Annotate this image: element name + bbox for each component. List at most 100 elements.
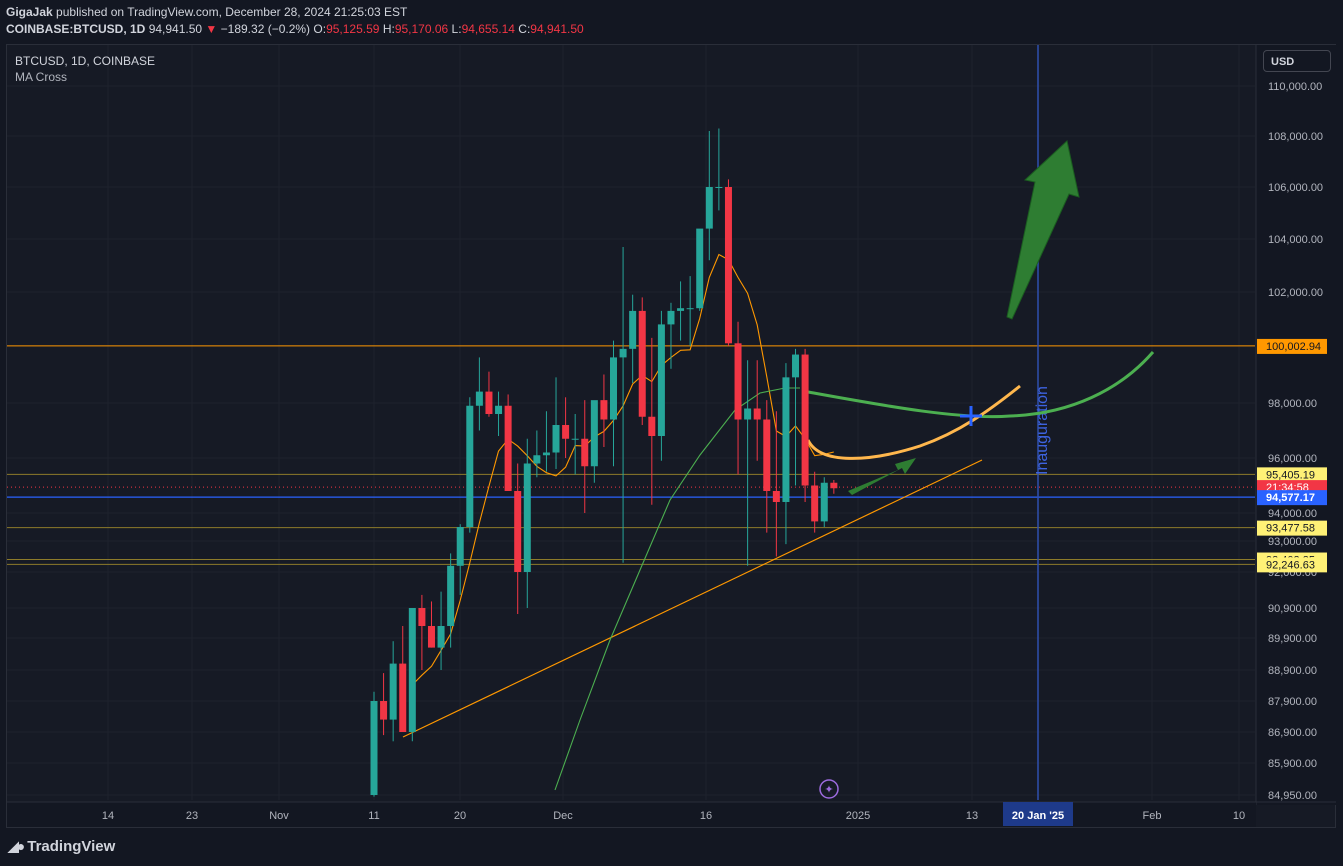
price-tick-label: 86,900.00 bbox=[1268, 727, 1317, 739]
candle-body bbox=[399, 663, 407, 732]
price-tick-label: 84,950.00 bbox=[1268, 790, 1317, 802]
time-tick-label: Dec bbox=[553, 810, 573, 822]
candle-body bbox=[686, 308, 694, 310]
candle-body bbox=[380, 701, 388, 720]
price-label-text: 92,246.63 bbox=[1266, 559, 1315, 571]
header-bar: GigaJak published on TradingView.com, De… bbox=[0, 0, 1343, 42]
price-tick-label: 85,900.00 bbox=[1268, 758, 1317, 770]
close-value: 94,941.50 bbox=[530, 22, 584, 36]
events-star-icon: ✦ bbox=[824, 784, 833, 796]
change-value: −189.32 (−0.2%) bbox=[220, 22, 311, 36]
big-green-arrow bbox=[1006, 140, 1080, 320]
candle-body bbox=[495, 405, 503, 414]
price-tick-label: 98,000.00 bbox=[1268, 398, 1317, 410]
candle-body bbox=[657, 324, 665, 436]
candle-body bbox=[466, 405, 474, 527]
projected-green-curve bbox=[807, 351, 1155, 419]
indicator-legend[interactable]: MA Cross bbox=[15, 70, 68, 84]
low-value: 94,655.14 bbox=[461, 22, 515, 36]
footer-bar bbox=[0, 830, 1343, 866]
price-label-box bbox=[1257, 520, 1327, 536]
candle-body bbox=[600, 400, 608, 420]
inauguration-label: Inauguration bbox=[1034, 386, 1051, 475]
candle-body bbox=[667, 310, 675, 325]
tradingview-logo-icon: ◢● bbox=[8, 838, 25, 854]
candle-body bbox=[552, 425, 560, 453]
candle-body bbox=[801, 354, 809, 486]
candle-body bbox=[629, 310, 637, 349]
time-tick-label: 20 Jan '25 bbox=[1012, 810, 1064, 822]
symbol-label: COINBASE:BTCUSD, 1D bbox=[6, 22, 146, 36]
support-trendline bbox=[402, 459, 983, 738]
candle-body bbox=[677, 308, 685, 311]
projected-orange-curve bbox=[806, 384, 1021, 460]
candle-body bbox=[724, 187, 732, 344]
candle-body bbox=[610, 357, 617, 420]
candle-body bbox=[734, 343, 742, 420]
price-label-box bbox=[1257, 338, 1327, 354]
brand-name: TradingView bbox=[27, 838, 116, 855]
candle-body bbox=[782, 377, 790, 502]
price-tick-label: 87,900.00 bbox=[1268, 696, 1317, 708]
candle-body bbox=[811, 485, 819, 522]
tradingview-logo[interactable]: ◢● TradingView bbox=[8, 838, 115, 855]
currency-button[interactable]: USD bbox=[1263, 50, 1331, 72]
candle-body bbox=[830, 482, 838, 489]
candle-body bbox=[648, 416, 656, 436]
price-tick-label: 102,000.00 bbox=[1268, 287, 1323, 299]
candle-body bbox=[456, 527, 464, 566]
candle-body bbox=[562, 425, 570, 439]
price-label-box bbox=[1257, 557, 1327, 573]
price-tick-label: 104,000.00 bbox=[1268, 234, 1323, 246]
ma-slow-line bbox=[554, 387, 800, 791]
candle-body bbox=[408, 608, 416, 732]
current-date-highlight bbox=[1003, 802, 1073, 826]
price-label-box bbox=[1257, 490, 1327, 506]
price-label-box bbox=[1257, 467, 1327, 483]
chart-pane[interactable] bbox=[6, 44, 1336, 828]
candle-body bbox=[504, 405, 512, 491]
price-tick-label: 106,000.00 bbox=[1268, 182, 1323, 194]
open-label: O: bbox=[313, 22, 327, 36]
time-tick-label: 16 bbox=[700, 810, 712, 822]
candle-body bbox=[590, 400, 598, 467]
price-tick-label: 96,000.00 bbox=[1268, 453, 1317, 465]
price-axis-background bbox=[1256, 45, 1336, 805]
candle-body bbox=[475, 391, 483, 406]
candle-body bbox=[763, 419, 771, 491]
candle-body bbox=[619, 348, 627, 358]
candle-body bbox=[571, 438, 579, 440]
time-tick-label: 11 bbox=[368, 810, 379, 822]
price-axis: 110,000.00 108,000.00 106,000.00 104,000.00… bbox=[1255, 45, 1336, 805]
price-tick-label: 94,000.00 bbox=[1268, 508, 1317, 520]
candle-body bbox=[523, 463, 531, 572]
price-label-text: 93,477.58 bbox=[1266, 523, 1315, 535]
time-tick-label: 2025 bbox=[846, 810, 870, 822]
candle-body bbox=[542, 452, 550, 456]
ohlc-line: COINBASE:BTCUSD, 1D 94,941.50 ▼ −189.32 … bbox=[6, 22, 584, 36]
candle-body bbox=[705, 187, 713, 229]
candle-body bbox=[437, 626, 445, 648]
candle-body bbox=[447, 565, 455, 626]
price-tick-label: 89,900.00 bbox=[1268, 633, 1317, 645]
price-label-text: 94,577.17 bbox=[1266, 492, 1315, 504]
candle-body bbox=[744, 408, 752, 420]
author-name[interactable]: GigaJak bbox=[6, 5, 53, 19]
high-label: H: bbox=[382, 22, 395, 36]
publication-info: GigaJak published on TradingView.com, De… bbox=[6, 5, 407, 19]
price-tick-label: 108,000.00 bbox=[1268, 131, 1323, 143]
last-price: 94,941.50 bbox=[148, 22, 203, 36]
published-text: published on TradingView.com, December 2… bbox=[56, 5, 408, 19]
close-label: C: bbox=[518, 22, 531, 36]
open-value: 95,125.59 bbox=[326, 22, 380, 36]
chart-legend-title[interactable]: BTCUSD, 1D, COINBASE bbox=[15, 54, 156, 68]
events-icon bbox=[819, 779, 839, 799]
price-label-text: 95,405.19 bbox=[1266, 469, 1315, 481]
candle-body bbox=[772, 491, 780, 502]
candle-body bbox=[389, 663, 397, 720]
candle-body bbox=[581, 438, 589, 467]
candle-body bbox=[418, 608, 426, 626]
crosshair-marker-icon bbox=[960, 406, 982, 426]
candles bbox=[370, 128, 838, 797]
